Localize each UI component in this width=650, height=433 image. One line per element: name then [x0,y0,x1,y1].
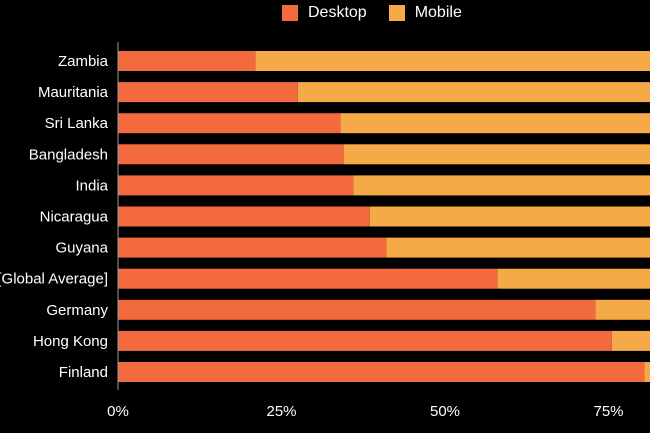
category-label-mauritania: Mauritania [38,84,109,101]
bar-mobile-guyana[interactable] [386,237,650,258]
bar-mobile-sri-lanka[interactable] [340,113,650,134]
bar-desktop-zambia[interactable] [118,51,256,71]
category-label-germany: Germany [46,302,108,319]
x-tick-label-0: 0% [107,403,129,420]
bar-desktop-mauritania[interactable] [118,82,298,103]
bar-desktop-global-average[interactable] [118,268,498,289]
bar-desktop-sri-lanka[interactable] [118,113,341,134]
x-tick-label-75: 75% [593,403,623,420]
chart-legend: Desktop Mobile [282,4,462,22]
bar-mobile-bangladesh[interactable] [343,144,650,165]
bar-mobile-mauritania[interactable] [297,82,650,103]
category-label-zambia: Zambia [58,53,109,70]
category-label-guyana: Guyana [55,240,108,257]
x-tick-label-25: 25% [266,403,296,420]
bar-mobile-india[interactable] [353,175,650,196]
category-label-bangladesh: Bangladesh [29,146,108,163]
bar-desktop-hong-kong[interactable] [118,330,612,351]
category-label-finland: Finland [59,364,108,381]
category-label-global-average: [Global Average] [0,271,108,288]
legend-swatch-desktop [282,5,298,21]
bar-mobile-nicaragua[interactable] [369,206,650,227]
category-label-hong-kong: Hong Kong [33,333,108,350]
legend-item-mobile[interactable]: Mobile [388,4,462,22]
bar-desktop-guyana[interactable] [118,237,387,258]
bar-desktop-india[interactable] [118,175,354,196]
bar-desktop-bangladesh[interactable] [118,144,344,165]
bar-mobile-hong-kong[interactable] [611,330,650,351]
bar-desktop-germany[interactable] [118,299,596,320]
legend-item-desktop[interactable]: Desktop [282,4,367,22]
legend-label-mobile: Mobile [414,4,462,21]
legend-swatch-mobile [388,5,405,21]
bar-mobile-global-average[interactable] [497,268,650,289]
category-label-india: India [75,177,108,194]
category-label-sri-lanka: Sri Lanka [45,115,109,132]
bar-mobile-zambia[interactable] [255,51,650,71]
bar-desktop-nicaragua[interactable] [118,206,370,227]
x-tick-label-50: 50% [430,403,460,420]
bar-desktop-finland[interactable] [118,362,645,382]
legend-label-desktop: Desktop [308,4,367,21]
bar-mobile-finland[interactable] [644,362,650,382]
category-label-nicaragua: Nicaragua [40,208,109,225]
bar-mobile-germany[interactable] [595,299,650,320]
